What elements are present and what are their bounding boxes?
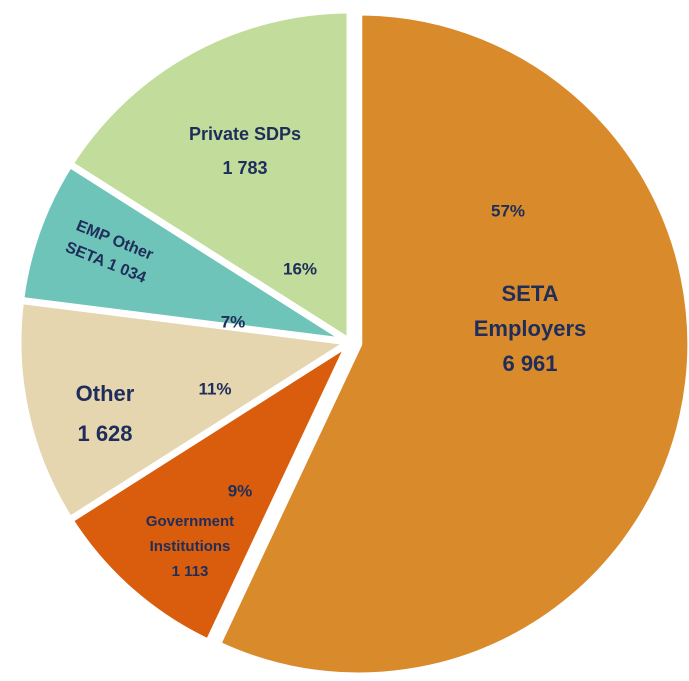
slice-label: Private SDPs (189, 124, 301, 144)
slice-label: 1 783 (222, 158, 267, 178)
pie-slice (17, 160, 354, 346)
pie-slice (66, 338, 354, 646)
percent-label: 7% (221, 312, 246, 331)
percent-label: 16% (283, 259, 317, 278)
slice-label: 1 628 (77, 421, 132, 446)
slice-label: Employers (474, 316, 587, 341)
slice-label: 1 113 (172, 563, 209, 580)
slice-label: Government (146, 513, 234, 530)
percent-label: 9% (228, 481, 253, 500)
slice-label: Institutions (150, 538, 231, 555)
slice-label: Other (76, 381, 135, 406)
pie-slice (213, 8, 689, 680)
slice-label: SETA (501, 281, 558, 306)
slice-label: 6 961 (502, 351, 557, 376)
pie-slice (66, 6, 354, 346)
pie-slice (14, 296, 354, 524)
percent-label: 57% (491, 201, 525, 220)
percent-label: 11% (198, 379, 231, 398)
